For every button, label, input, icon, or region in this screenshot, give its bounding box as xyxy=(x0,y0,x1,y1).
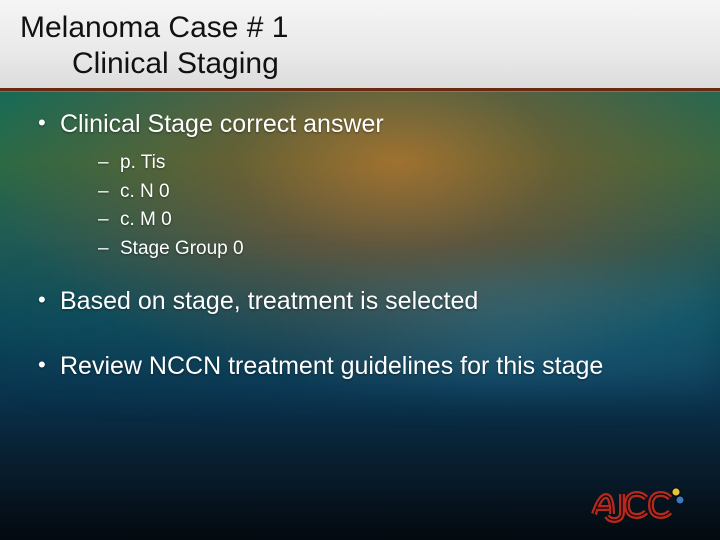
sub-bullet-item: c. M 0 xyxy=(96,206,690,235)
sub-bullet-text: Stage Group 0 xyxy=(120,238,244,259)
slide-header: Melanoma Case # 1 Clinical Staging xyxy=(0,0,720,88)
sub-bullet-text: p. Tis xyxy=(120,152,165,173)
title-line-1: Melanoma Case # 1 xyxy=(20,10,700,46)
sub-bullet-list: p. Tis c. N 0 c. M 0 Stage Group 0 xyxy=(96,149,690,263)
sub-bullet-item: Stage Group 0 xyxy=(96,235,690,264)
slide: Melanoma Case # 1 Clinical Staging Clini… xyxy=(0,0,720,540)
sub-bullet-item: p. Tis xyxy=(96,149,690,178)
spacer xyxy=(34,326,690,352)
bullet-text: Clinical Stage correct answer xyxy=(60,110,384,138)
bullet-item: Based on stage, treatment is selected xyxy=(34,287,690,316)
sub-bullet-item: c. N 0 xyxy=(96,178,690,207)
bullet-text: Review NCCN treatment guidelines for thi… xyxy=(60,352,603,380)
title-line-2: Clinical Staging xyxy=(20,46,700,82)
header-rule xyxy=(0,88,720,91)
sub-bullet-text: c. M 0 xyxy=(120,209,172,230)
ajcc-logo xyxy=(588,484,684,526)
slide-body: Clinical Stage correct answer p. Tis c. … xyxy=(34,110,690,391)
bullet-item: Review NCCN treatment guidelines for thi… xyxy=(34,352,690,381)
sub-bullet-text: c. N 0 xyxy=(120,181,170,202)
ajcc-logo-icon xyxy=(588,484,684,526)
bullet-item: Clinical Stage correct answer xyxy=(34,110,690,139)
bullet-text: Based on stage, treatment is selected xyxy=(60,287,478,315)
